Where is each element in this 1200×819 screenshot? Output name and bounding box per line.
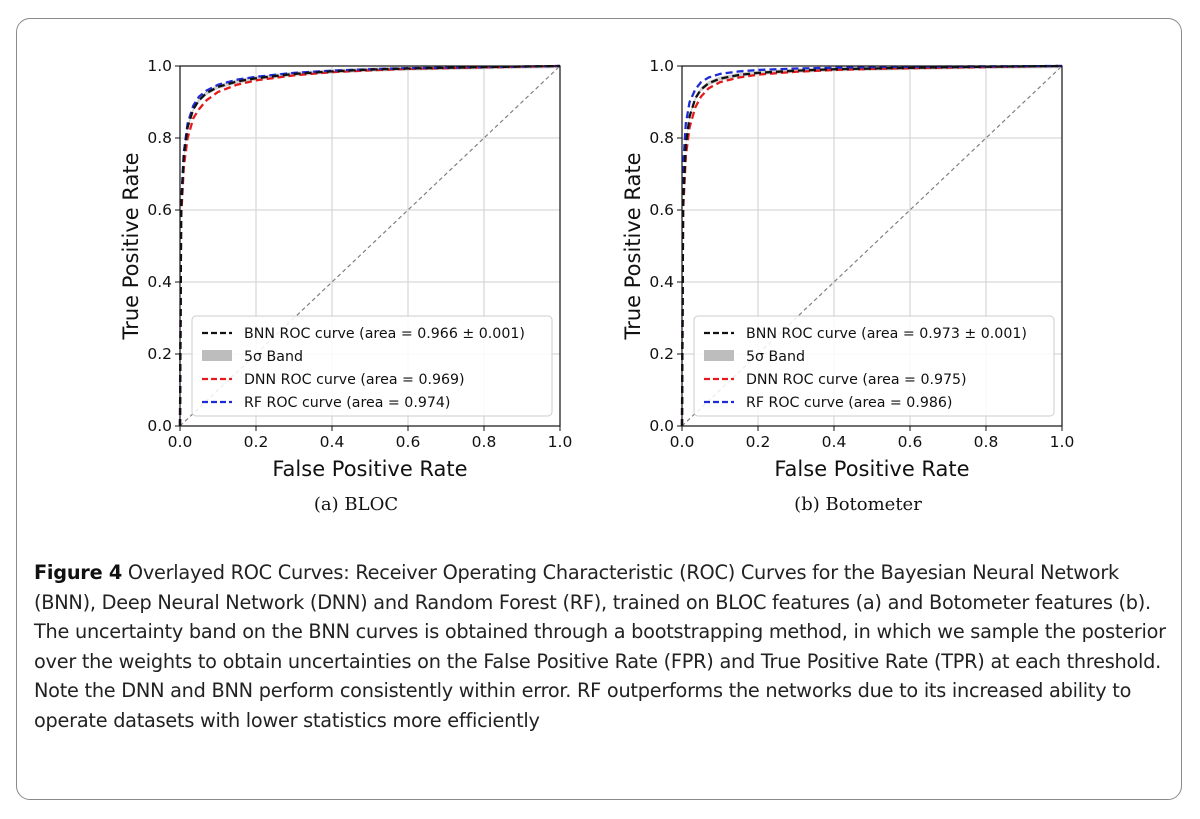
y-tick-label: 1.0 — [147, 57, 172, 75]
figure-caption-text: Overlayed ROC Curves: Receiver Operating… — [34, 561, 1166, 732]
figure-label: Figure 4 — [34, 561, 123, 584]
x-tick-label: 0.8 — [974, 433, 999, 451]
legend-label-band: 5σ Band — [244, 349, 303, 365]
y-tick-label: 0.4 — [147, 273, 172, 291]
y-tick-label: 0.0 — [649, 417, 674, 435]
legend-label-rf: RF ROC curve (area = 0.974) — [244, 395, 450, 411]
x-tick-label: 1.0 — [1050, 433, 1075, 451]
legend-label-bnn: BNN ROC curve (area = 0.973 ± 0.001) — [746, 326, 1027, 342]
legend-box — [191, 315, 553, 417]
legend-label-bnn: BNN ROC curve (area = 0.966 ± 0.001) — [244, 326, 525, 342]
y-tick-label: 0.8 — [147, 129, 172, 147]
x-axis-title: False Positive Rate — [272, 457, 467, 481]
x-tick-label: 1.0 — [548, 433, 573, 451]
y-axis-title: True Positive Rate — [621, 152, 645, 340]
plot-frame — [179, 65, 561, 427]
legend-box — [693, 315, 1055, 417]
y-axis-title: True Positive Rate — [119, 152, 143, 340]
dnn-roc-curve — [178, 64, 561, 427]
legend-band-swatch — [202, 350, 232, 361]
legend-label-dnn: DNN ROC curve (area = 0.969) — [244, 372, 465, 388]
rf-roc-curve — [680, 64, 1063, 427]
y-tick-label: 0.2 — [147, 345, 172, 363]
y-tick-label: 0.6 — [147, 201, 172, 219]
y-tick-label: 0.2 — [649, 345, 674, 363]
x-tick-label: 0.0 — [168, 433, 193, 451]
roc-chart-botometer: 0.0 0.2 0.4 0.6 0.8 1.0 0.0 0.2 0.4 0.6 0.8 1.0 Fals… — [621, 57, 1074, 481]
figure-frame — [16, 18, 1182, 800]
subcaption-bloc: (a) BLOC — [313, 494, 399, 515]
bnn-roc-curve — [680, 64, 1063, 427]
x-tick-label: 0.2 — [746, 433, 771, 451]
x-tick-label: 0.4 — [822, 433, 847, 451]
x-axis-title: False Positive Rate — [774, 457, 969, 481]
figure-caption: Figure 4 Overlayed ROC Curves: Receiver … — [34, 558, 1174, 735]
y-tick-label: 0.0 — [147, 417, 172, 435]
x-tick-label: 0.6 — [396, 433, 421, 451]
x-tick-label: 0.2 — [244, 433, 269, 451]
x-tick-label: 0.8 — [472, 433, 497, 451]
legend-label-dnn: DNN ROC curve (area = 0.975) — [746, 372, 967, 388]
x-tick-label: 0.4 — [320, 433, 345, 451]
legend-label-rf: RF ROC curve (area = 0.986) — [746, 395, 952, 411]
legend-band-swatch — [704, 350, 734, 361]
y-tick-label: 0.4 — [649, 273, 674, 291]
roc-chart-bloc: 0.0 0.2 0.4 0.6 0.8 1.0 0.0 0.2 0.4 0.6 0.8 1.0 Fals… — [119, 57, 572, 481]
plot-frame — [681, 65, 1063, 427]
y-tick-label: 0.8 — [649, 129, 674, 147]
x-tick-label: 0.0 — [670, 433, 695, 451]
y-tick-label: 1.0 — [649, 57, 674, 75]
x-tick-label: 0.6 — [898, 433, 923, 451]
legend-label-band: 5σ Band — [746, 349, 805, 365]
y-tick-label: 0.6 — [649, 201, 674, 219]
subcaption-botometer: (b) Botometer — [794, 494, 922, 515]
